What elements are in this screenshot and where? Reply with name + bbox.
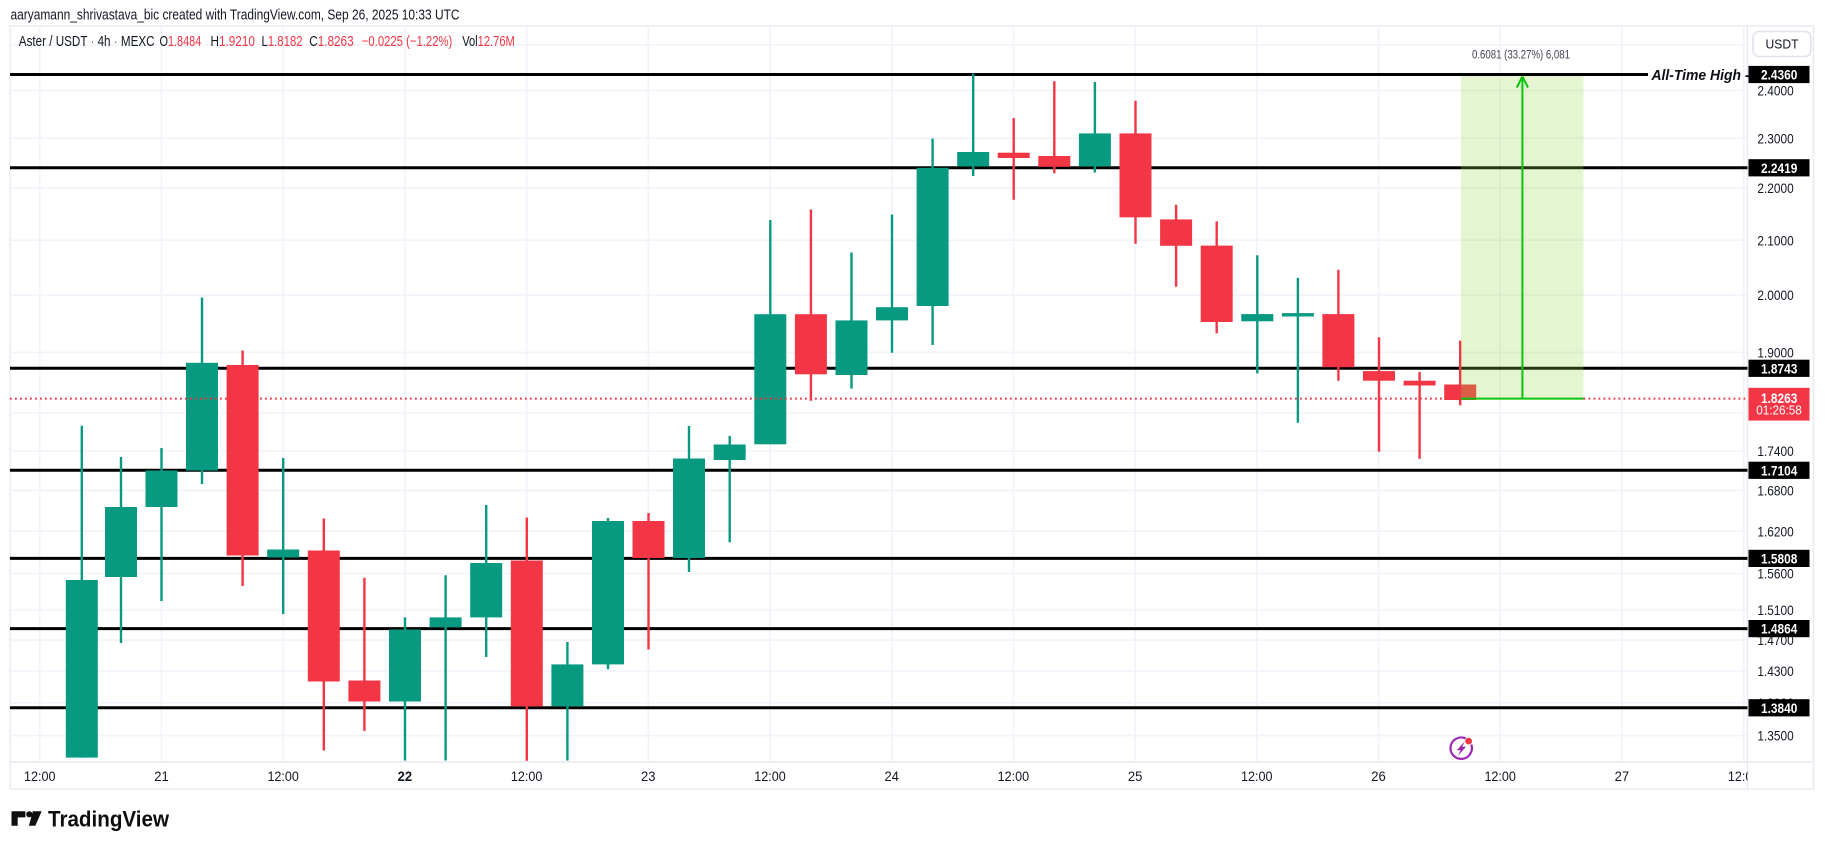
svg-text:TradingView: TradingView — [48, 806, 169, 831]
svg-text:1.5600: 1.5600 — [1757, 566, 1793, 582]
svg-text:22: 22 — [398, 769, 413, 784]
svg-text:2.1000: 2.1000 — [1757, 232, 1793, 248]
svg-text:12:00: 12:00 — [998, 769, 1030, 784]
svg-text:12:00: 12:00 — [754, 769, 786, 784]
svg-text:1.5808: 1.5808 — [1761, 551, 1797, 567]
svg-text:12:00: 12:00 — [1241, 769, 1273, 784]
svg-text:1.7104: 1.7104 — [1761, 462, 1797, 478]
svg-text:1.8263: 1.8263 — [1761, 390, 1797, 406]
svg-text:26: 26 — [1371, 769, 1386, 784]
svg-text:USDT: USDT — [1766, 37, 1799, 52]
svg-text:12:00: 12:00 — [24, 769, 56, 784]
svg-text:01:26:58: 01:26:58 — [1756, 403, 1802, 417]
svg-text:Aster / USDT · 4h · MEXC: Aster / USDT · 4h · MEXC — [19, 34, 155, 50]
svg-text:1.3840: 1.3840 — [1761, 700, 1797, 716]
svg-text:1.4300: 1.4300 — [1757, 663, 1793, 679]
svg-text:2.4360: 2.4360 — [1761, 67, 1797, 83]
svg-text:H1.9210: H1.9210 — [211, 34, 255, 50]
svg-text:12:00: 12:00 — [267, 769, 299, 784]
svg-text:27: 27 — [1615, 769, 1630, 784]
svg-text:C1.8263: C1.8263 — [309, 34, 353, 50]
svg-text:1.7400: 1.7400 — [1757, 443, 1793, 459]
svg-text:1.4864: 1.4864 — [1761, 621, 1797, 637]
svg-text:2.3000: 2.3000 — [1757, 130, 1793, 146]
svg-text:−0.0225 (−1.22%): −0.0225 (−1.22%) — [362, 34, 453, 50]
svg-text:1.9000: 1.9000 — [1757, 345, 1793, 361]
svg-text:25: 25 — [1128, 769, 1143, 784]
svg-text:2.2000: 2.2000 — [1757, 180, 1793, 196]
svg-text:1.8743: 1.8743 — [1761, 360, 1797, 376]
svg-text:12:00: 12:00 — [1484, 769, 1516, 784]
svg-text:All-Time High -: All-Time High - — [1651, 67, 1750, 84]
svg-text:1.3500: 1.3500 — [1757, 728, 1793, 744]
svg-text:21: 21 — [154, 769, 169, 784]
svg-text:aaryamann_shrivastava_bic crea: aaryamann_shrivastava_bic created with T… — [11, 6, 460, 23]
svg-text:24: 24 — [884, 769, 899, 784]
svg-text:2.4000: 2.4000 — [1757, 83, 1793, 99]
svg-text:12:00: 12:00 — [1728, 769, 1760, 784]
svg-text:1.6800: 1.6800 — [1757, 483, 1793, 499]
svg-text:23: 23 — [641, 769, 656, 784]
svg-text:L1.8182: L1.8182 — [262, 34, 303, 50]
svg-text:1.6200: 1.6200 — [1757, 523, 1793, 539]
svg-text:O1.8484: O1.8484 — [160, 34, 202, 50]
svg-text:1.5100: 1.5100 — [1757, 602, 1793, 618]
svg-text:0.6081 (33.27%) 6,081: 0.6081 (33.27%) 6,081 — [1472, 48, 1570, 62]
svg-text:2.0000: 2.0000 — [1757, 287, 1793, 303]
svg-text:Vol12.76M: Vol12.76M — [462, 34, 515, 50]
svg-text:12:00: 12:00 — [511, 769, 543, 784]
svg-text:2.2419: 2.2419 — [1761, 160, 1797, 176]
